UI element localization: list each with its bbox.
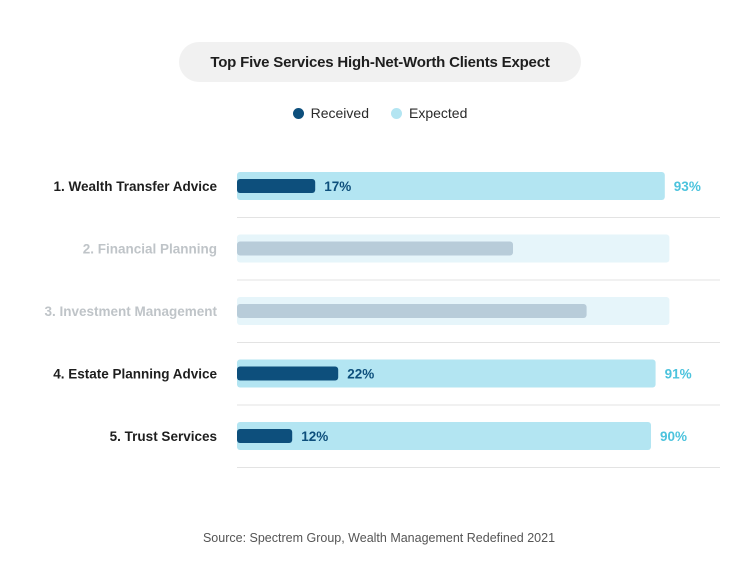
legend: Received Expected <box>0 103 750 123</box>
legend-label-received: Received <box>310 105 369 121</box>
received-bar <box>237 429 293 443</box>
category-label: 4. Estate Planning Advice <box>53 367 217 382</box>
legend-swatch-expected <box>391 107 402 119</box>
received-bar <box>237 366 339 381</box>
category-label: 5. Trust Services <box>110 429 217 444</box>
legend-item-expected: Expected <box>391 105 467 121</box>
expected-bar <box>237 172 665 200</box>
legend-swatch-received <box>292 107 304 119</box>
legend-item-received: Received <box>292 105 369 121</box>
category-label: 1. Wealth Transfer Advice <box>53 179 217 194</box>
received-value-label: 17% <box>324 179 351 194</box>
expected-value-label: 90% <box>660 429 687 444</box>
received-value-label: 22% <box>347 367 374 382</box>
expected-value-label: 91% <box>665 367 692 382</box>
received-bar <box>237 241 513 256</box>
chart-title: Top Five Services High-Net-Worth Clients… <box>179 42 581 82</box>
received-bar <box>237 179 316 193</box>
source-note: Source: Spectrem Group, Wealth Managemen… <box>202 531 556 545</box>
received-bar <box>237 304 587 318</box>
category-label: 3. Investment Management <box>44 304 217 319</box>
legend-label-expected: Expected <box>409 105 468 121</box>
expected-value-label: 93% <box>674 179 701 194</box>
category-label: 2. Financial Planning <box>83 242 217 257</box>
received-value-label: 12% <box>301 429 328 444</box>
expected-bar <box>237 359 656 388</box>
expected-bar <box>237 422 651 450</box>
